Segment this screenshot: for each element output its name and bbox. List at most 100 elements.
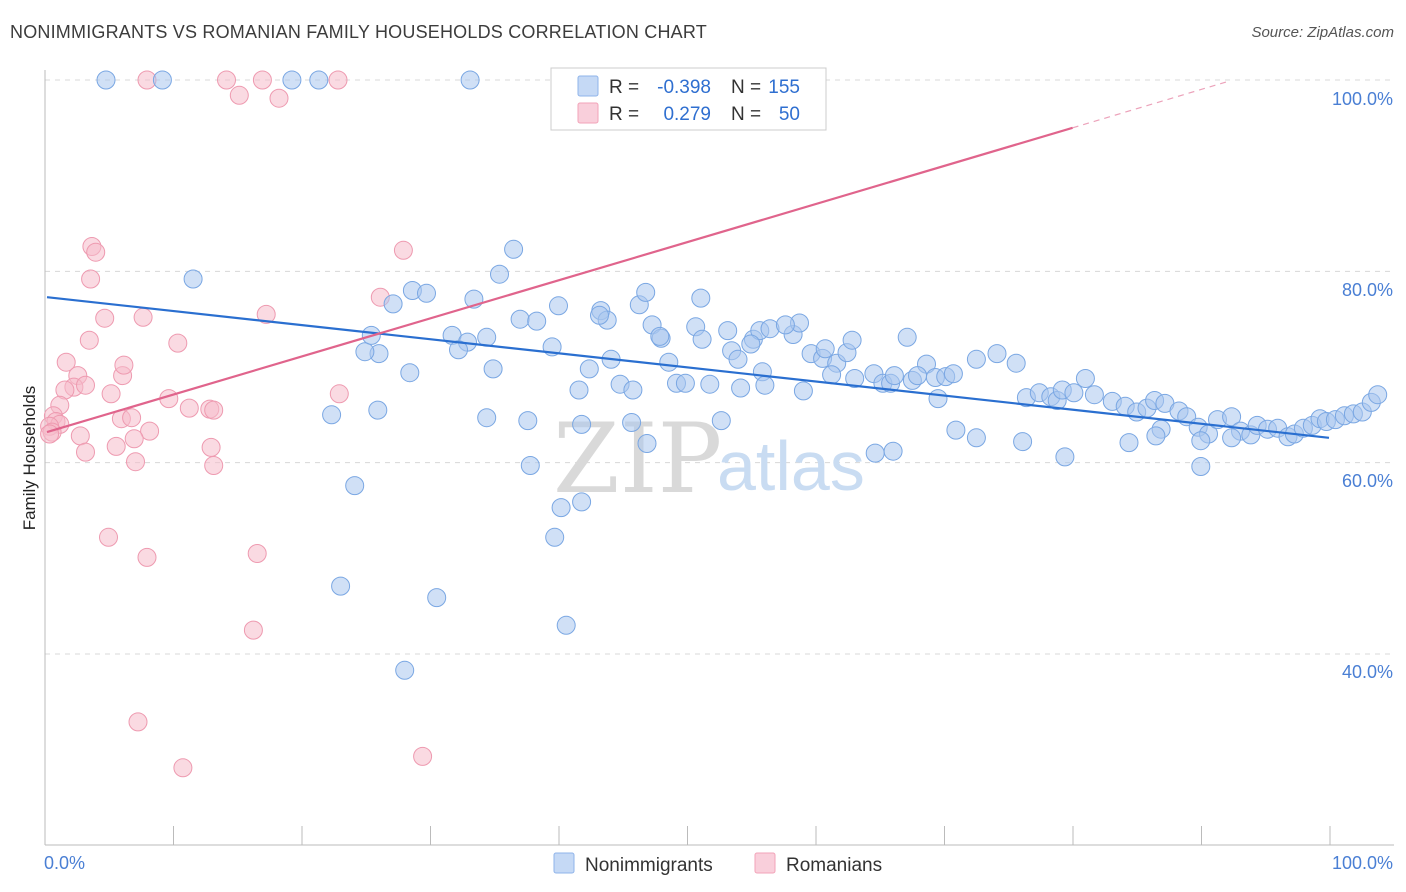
romanians-point [99,527,118,547]
romanians-points [40,70,433,778]
nonimmigrants-point [987,344,1007,364]
gridlines [45,79,1394,655]
legend-n-label: N = [731,77,761,98]
legend-r-label: R = [609,77,639,98]
nonimmigrants-point [579,359,599,379]
y-axis-title: Family Households [20,386,39,531]
nonimmigrants-point [1191,431,1211,451]
romanians-point [247,544,267,563]
nonimmigrants-point [966,349,986,369]
nonimmigrants-point [793,381,813,401]
nonimmigrants-point [1222,407,1242,427]
nonimmigrants-point [345,476,365,496]
nonimmigrants-point [675,373,695,393]
nonimmigrants-point [845,369,865,388]
romanians-point [256,304,276,324]
nonimmigrants-point [551,498,571,518]
nonimmigrants-point [637,434,657,453]
nonimmigrants-point [842,330,862,350]
nonimmigrants-point [946,420,966,440]
nonimmigrants-point [400,363,420,383]
romanians-point [229,85,249,105]
nonimmigrants-point [884,366,904,386]
romanians-point [95,308,115,328]
romanians-point [201,437,221,457]
romanians-point [204,400,224,420]
series-legend-label-romanians: Romanians [786,855,882,876]
nonimmigrants-point [572,414,592,434]
romanians-point [329,384,349,404]
nonimmigrants-point [518,411,538,431]
nonimmigrants-point [865,443,885,463]
nonimmigrants-point [741,334,761,354]
romanians-point [133,307,153,327]
nonimmigrants-point [1119,433,1139,453]
nonimmigrants-point [282,70,302,90]
x-axis-ticks [44,826,1331,845]
romanians-point [269,88,289,108]
legend-n-value: 155 [768,77,800,98]
romanians-point [76,375,95,395]
legend-r-value: 0.279 [663,104,711,125]
romanians-point [126,452,145,472]
nonimmigrants-point [1075,369,1095,388]
nonimmigrants-point [728,349,748,369]
nonimmigrants-point [427,588,447,608]
nonimmigrants-point [483,359,503,379]
nonimmigrants-point [96,70,116,90]
chart-source: Source: ZipAtlas.com [1251,24,1394,41]
romanians-point [76,442,95,462]
nonimmigrants-point [556,615,576,635]
stats-legend: R = -0.398 N = 155 R = 0.279 N = 50 [550,67,827,131]
nonimmigrants-point [449,340,468,360]
nonimmigrants-point [775,315,795,335]
nonimmigrants-point [1064,383,1084,403]
romanians-point [124,429,144,449]
nonimmigrants-point [815,339,835,359]
romanians-point [252,70,272,90]
nonimmigrants-point [1222,428,1242,448]
nonimmigrants-point [966,428,986,448]
chart-title: NONIMMIGRANTS VS ROMANIAN FAMILY HOUSEHO… [10,22,707,42]
series-legend: Nonimmigrants Romanians [553,852,882,876]
nonimmigrants-point [755,375,775,395]
nonimmigrants-point [692,329,712,349]
nonimmigrants-point [417,283,436,303]
romanians-point [168,333,188,353]
romanians-point [106,436,126,456]
romanians-trend-line [46,126,1073,434]
nonimmigrants-point [355,342,375,362]
y-tick-label: 100.0% [1332,89,1393,109]
y-tick-label: 80.0% [1342,280,1393,300]
watermark-atlas: atlas [717,427,865,505]
romanians-point [328,70,348,90]
legend-n-label: N = [731,104,761,125]
watermark: ZIP atlas [553,403,865,515]
nonimmigrants-point [700,374,720,394]
nonimmigrants-point [718,321,738,341]
romanians-point [137,547,157,567]
romanians-point [70,426,90,446]
nonimmigrants-point [897,327,917,347]
nonimmigrants-trend-line [46,296,1330,439]
romanians-point [179,398,199,418]
romanians-trend-extension [1072,81,1227,129]
nonimmigrants-point [368,400,388,420]
x-tick-label-max: 100.0% [1332,853,1393,873]
romanians-point [413,746,433,766]
nonimmigrants-point [659,352,679,372]
y-tick-label: 40.0% [1342,662,1393,682]
nonimmigrants-point [545,527,565,547]
romanians-point [40,424,60,444]
nonimmigrants-point [636,282,656,302]
nonimmigrants-point [383,294,403,314]
romanians-point [243,620,263,640]
trend-lines [46,81,1330,439]
nonimmigrants-point [943,364,963,384]
series-legend-label-nonimmigrants: Nonimmigrants [585,855,713,876]
nonimmigrants-point [520,456,540,475]
nonimmigrants-point [395,660,415,680]
romanians-point [81,269,101,289]
nonimmigrants-point [731,378,751,398]
nonimmigrants-point [477,408,497,428]
